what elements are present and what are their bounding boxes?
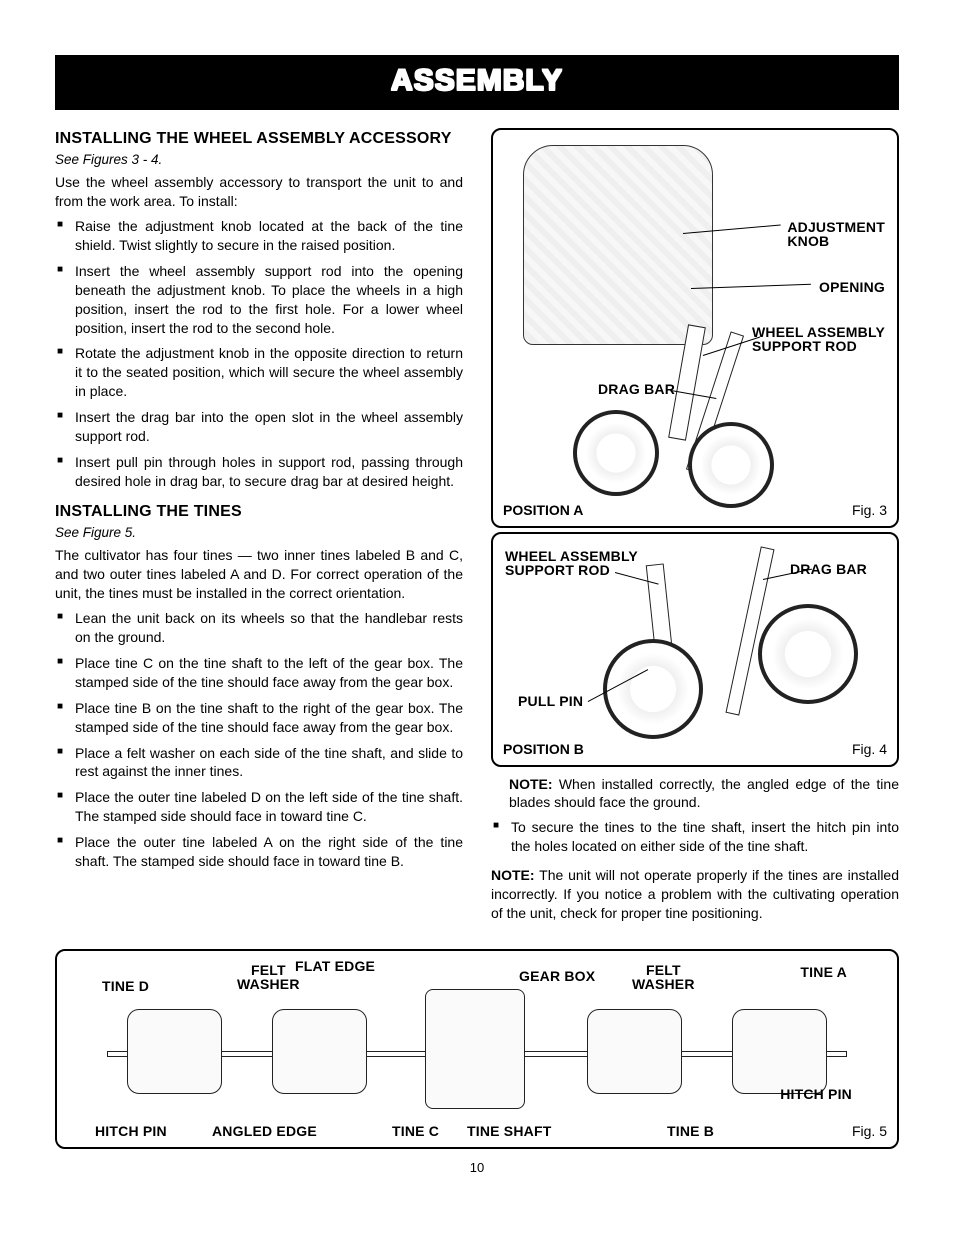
two-column-layout: INSTALLING THE WHEEL ASSEMBLY ACCESSORY … xyxy=(55,128,899,929)
list-item: Place the outer tine labeled A on the ri… xyxy=(55,833,463,871)
callout-felt-washer-l: FELT WASHER xyxy=(237,963,300,992)
callout-hitch-pin-l: HITCH PIN xyxy=(95,1124,167,1139)
machine-body-icon xyxy=(523,145,713,345)
list-item: Insert the drag bar into the open slot i… xyxy=(55,408,463,446)
tine-a-icon xyxy=(732,1009,827,1094)
banner-text: ASSEMBLY xyxy=(391,64,563,97)
figure-5-box: TINE D FELT WASHER FLAT EDGE GEAR BOX FE… xyxy=(55,949,899,1149)
bullets-wheel-assembly: Raise the adjustment knob located at the… xyxy=(55,217,463,491)
note-angled-edge: NOTE: When installed correctly, the angl… xyxy=(491,775,899,813)
callout-opening: OPENING xyxy=(819,280,885,295)
figure-4-box: WHEEL ASSEMBLY SUPPORT ROD DRAG BAR PULL… xyxy=(491,532,899,767)
wheel-icon xyxy=(688,422,774,508)
note-text: When installed correctly, the angled edg… xyxy=(509,776,899,811)
callout-tine-a: TINE A xyxy=(800,965,847,980)
list-item: Place the outer tine labeled D on the le… xyxy=(55,788,463,826)
callout-angled-edge: ANGLED EDGE xyxy=(212,1124,317,1139)
intro-wheel-assembly: Use the wheel assembly accessory to tran… xyxy=(55,173,463,211)
list-item: To secure the tines to the tine shaft, i… xyxy=(491,818,899,856)
callout-pull-pin: PULL PIN xyxy=(518,694,583,709)
note-label: NOTE: xyxy=(491,867,535,883)
fig3-caption: Fig. 3 xyxy=(852,501,887,520)
callout-tine-shaft: TINE SHAFT xyxy=(467,1124,551,1139)
callout-tine-c: TINE C xyxy=(392,1124,439,1139)
figure-3-box: ADJUSTMENT KNOB OPENING WHEEL ASSEMBLY S… xyxy=(491,128,899,528)
intro-tines: The cultivator has four tines — two inne… xyxy=(55,546,463,603)
note-text: The unit will not operate properly if th… xyxy=(491,867,899,921)
bullets-secure-tines: To secure the tines to the tine shaft, i… xyxy=(491,818,899,856)
callout-tine-b: TINE B xyxy=(667,1124,714,1139)
position-a-label: POSITION A xyxy=(503,501,583,520)
wheel-icon xyxy=(603,639,703,739)
wheel-icon xyxy=(758,604,858,704)
callout-tine-d: TINE D xyxy=(102,979,149,994)
tine-b-icon xyxy=(587,1009,682,1094)
section-banner: ASSEMBLY xyxy=(55,55,899,110)
list-item: Lean the unit back on its wheels so that… xyxy=(55,609,463,647)
fig5-caption: Fig. 5 xyxy=(852,1122,887,1141)
wheel-icon xyxy=(573,410,659,496)
bullets-tines: Lean the unit back on its wheels so that… xyxy=(55,609,463,871)
tine-c-icon xyxy=(272,1009,367,1094)
heading-wheel-assembly: INSTALLING THE WHEEL ASSEMBLY ACCESSORY xyxy=(55,128,463,150)
heading-tines: INSTALLING THE TINES xyxy=(55,501,463,523)
callout-gear-box: GEAR BOX xyxy=(519,969,595,984)
position-b-label: POSITION B xyxy=(503,740,584,759)
callout-flat-edge: FLAT EDGE xyxy=(295,959,375,974)
callout-support-rod: WHEEL ASSEMBLY SUPPORT ROD xyxy=(752,325,885,354)
right-column: ADJUSTMENT KNOB OPENING WHEEL ASSEMBLY S… xyxy=(491,128,899,929)
tine-d-icon xyxy=(127,1009,222,1094)
list-item: Insert pull pin through holes in support… xyxy=(55,453,463,491)
callout-felt-washer-r: FELT WASHER xyxy=(632,963,695,992)
note-label: NOTE: xyxy=(509,776,553,792)
list-item: Place tine B on the tine shaft to the ri… xyxy=(55,699,463,737)
fig4-caption: Fig. 4 xyxy=(852,740,887,759)
figref-3-4: See Figures 3 - 4. xyxy=(55,151,463,169)
callout-hitch-pin-r: HITCH PIN xyxy=(780,1087,852,1102)
list-item: Place a felt washer on each side of the … xyxy=(55,744,463,782)
callout-drag-bar: DRAG BAR xyxy=(598,382,675,397)
note-improper-install: NOTE: The unit will not operate properly… xyxy=(491,866,899,923)
callout-drag-bar: DRAG BAR xyxy=(790,562,867,577)
list-item: Raise the adjustment knob located at the… xyxy=(55,217,463,255)
page-number: 10 xyxy=(55,1159,899,1177)
list-item: Rotate the adjustment knob in the opposi… xyxy=(55,344,463,401)
gearbox-icon xyxy=(425,989,525,1109)
list-item: Insert the wheel assembly support rod in… xyxy=(55,262,463,338)
left-column: INSTALLING THE WHEEL ASSEMBLY ACCESSORY … xyxy=(55,128,463,929)
callout-adjustment-knob: ADJUSTMENT KNOB xyxy=(787,220,885,249)
list-item: Place tine C on the tine shaft to the le… xyxy=(55,654,463,692)
figref-5: See Figure 5. xyxy=(55,524,463,542)
